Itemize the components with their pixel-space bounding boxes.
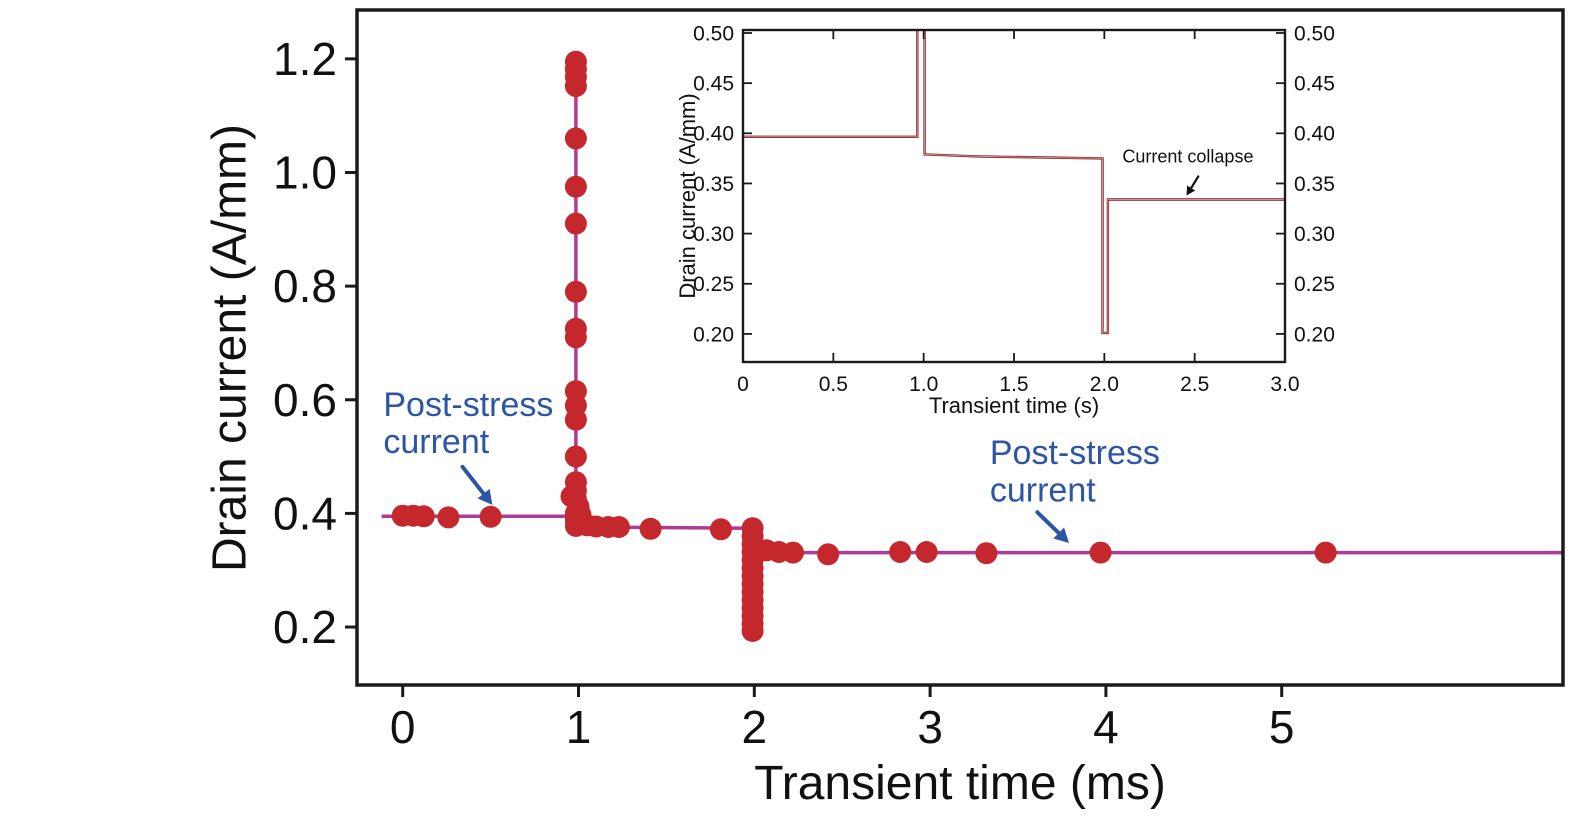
- data-point: [479, 505, 502, 528]
- main-y-tick-label: 0.6: [273, 374, 337, 426]
- data-point: [975, 542, 998, 565]
- inset-series-line-inner: [743, 29, 1285, 334]
- data-point: [782, 541, 804, 564]
- data-point: [564, 326, 587, 349]
- inset-x-axis-title: Transient time (s): [928, 393, 1100, 418]
- inset-plot: 0 0.5 1.0 1.5 2.0 2.5 3.0 0.20 0.20 0.25 0.25 0.30 0…: [693, 22, 1335, 396]
- data-point: [564, 175, 587, 198]
- annotation-arrowhead: [1186, 185, 1196, 196]
- inset-x-tick-label: 0: [737, 373, 749, 396]
- annotation-text: Current collapse: [1122, 146, 1253, 166]
- annotation-arrowhead: [477, 488, 493, 505]
- data-point: [564, 280, 587, 303]
- inset-y-tick-label: 0.50: [693, 22, 734, 45]
- inset-y-tick-label: 0.45: [693, 73, 734, 96]
- inset-y-tick-label: 0.25: [693, 273, 734, 296]
- data-point: [564, 408, 587, 431]
- inset-x-tick-label: 3.0: [1270, 373, 1299, 396]
- data-point: [607, 516, 630, 538]
- data-point: [564, 127, 587, 150]
- data-point: [741, 620, 764, 642]
- inset-y-axis-title: Drain current (A/mm): [675, 93, 700, 299]
- data-point: [1314, 541, 1337, 564]
- main-y-tick-label: 0.2: [273, 601, 337, 653]
- main-x-tick-label: 4: [1093, 701, 1119, 753]
- main-x-tick-label: 3: [917, 701, 943, 753]
- main-x-tick-label: 1: [566, 701, 592, 753]
- inset-x-tick-label: 1.5: [999, 373, 1028, 396]
- data-point: [1089, 541, 1112, 564]
- data-point: [437, 506, 460, 529]
- main-y-tick-label: 0.4: [273, 488, 337, 540]
- data-point: [817, 543, 840, 566]
- data-point: [889, 541, 912, 563]
- data-point: [412, 505, 435, 528]
- inset-x-tick-label: 2.5: [1180, 373, 1209, 396]
- main-x-tick-label: 2: [742, 701, 768, 753]
- inset-y-tick-label-right: 0.20: [1294, 323, 1335, 346]
- main-y-tick-label: 1.2: [273, 33, 337, 85]
- main-x-tick-label: 0: [390, 701, 416, 753]
- main-x-axis-title: Transient time (ms): [754, 757, 1166, 810]
- data-point: [564, 75, 587, 98]
- annotation-text: Post-stress current: [990, 434, 1160, 509]
- data-point: [915, 541, 938, 563]
- main-y-axis-title: Drain current (A/mm): [203, 123, 257, 573]
- data-point: [564, 212, 587, 235]
- inset-x-tick-label: 0.5: [819, 373, 848, 396]
- main-data-layer: [381, 50, 1563, 642]
- data-point: [709, 518, 732, 541]
- annotation-arrow: [1035, 510, 1064, 538]
- inset-y-tick-label: 0.35: [693, 173, 734, 196]
- main-y-tick-label: 0.8: [273, 260, 337, 312]
- inset-y-tick-label-right: 0.45: [1294, 73, 1335, 96]
- annotation-text: Post-stress current: [383, 386, 553, 461]
- main-y-tick-label: 1.0: [273, 147, 337, 199]
- inset-y-tick-label-right: 0.25: [1294, 273, 1335, 296]
- data-point: [639, 517, 662, 540]
- inset-y-tick-label-right: 0.35: [1294, 173, 1335, 196]
- inset-y-tick-label-right: 0.40: [1294, 123, 1335, 146]
- inset-y-tick-label: 0.20: [693, 323, 734, 346]
- inset-x-tick-label: 2.0: [1090, 373, 1119, 396]
- inset-y-tick-label-right: 0.30: [1294, 223, 1335, 246]
- annotation-arrowhead: [1053, 527, 1069, 543]
- annotation-arrow: [460, 464, 488, 499]
- inset-data-layer: [743, 29, 1285, 335]
- inset-y-tick-label: 0.30: [693, 223, 734, 246]
- main-frame: [355, 8, 1565, 687]
- inset-x-tick-label: 1.0: [909, 373, 938, 396]
- data-point: [564, 445, 587, 468]
- main-x-tick-label: 5: [1269, 701, 1295, 753]
- annotation-arrow: [1188, 175, 1200, 192]
- inset-y-tick-label-right: 0.50: [1294, 22, 1335, 45]
- inset-plot-background: [743, 30, 1285, 362]
- inset-y-tick-label: 0.40: [693, 123, 734, 146]
